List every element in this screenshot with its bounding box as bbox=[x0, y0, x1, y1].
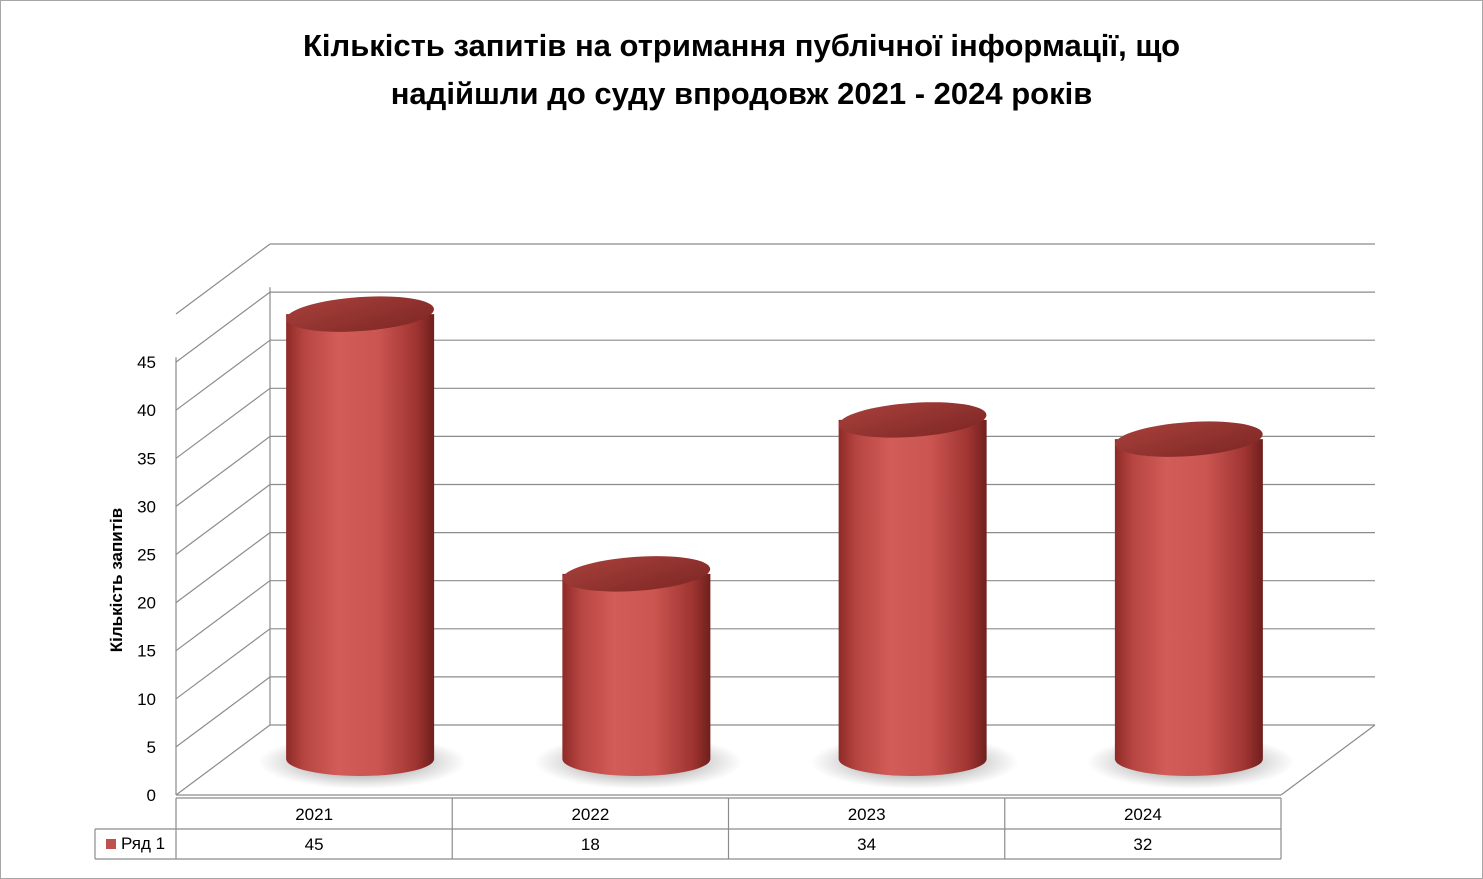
data-label: 32 bbox=[1133, 835, 1152, 854]
x-tick-label: 2021 bbox=[295, 805, 333, 824]
bar-2023 bbox=[810, 402, 1019, 789]
gridline-side bbox=[175, 243, 271, 315]
gridline-side bbox=[175, 532, 271, 604]
bar-body bbox=[838, 419, 987, 776]
y-tick-label: 30 bbox=[137, 497, 156, 516]
gridline-side bbox=[175, 435, 271, 507]
gridline-side bbox=[175, 676, 271, 748]
y-axis-ticks: 0 5 10 15 20 25 30 35 40 45 bbox=[137, 353, 156, 805]
gridline-side bbox=[175, 484, 271, 555]
bar-2021 bbox=[258, 296, 467, 789]
x-tick-label: 2023 bbox=[848, 805, 886, 824]
y-tick-label: 35 bbox=[137, 449, 156, 468]
bars bbox=[258, 296, 1295, 789]
x-tick-label: 2022 bbox=[571, 805, 609, 824]
data-label: 34 bbox=[857, 835, 876, 854]
x-tick-label: 2024 bbox=[1124, 805, 1162, 824]
gridline-side bbox=[175, 628, 271, 700]
y-tick-label: 40 bbox=[137, 401, 156, 420]
bar-2022 bbox=[534, 556, 743, 789]
y-tick-label: 15 bbox=[137, 642, 156, 661]
data-label: 45 bbox=[305, 835, 324, 854]
gridline-side bbox=[175, 339, 271, 411]
bar-body bbox=[562, 573, 711, 776]
bar-top bbox=[286, 296, 434, 332]
chart-title: Кількість запитів на отримання публічної… bbox=[0, 22, 1483, 118]
legend-swatch bbox=[106, 839, 116, 849]
bar-body bbox=[286, 314, 435, 776]
y-tick-label: 5 bbox=[147, 738, 156, 757]
gridline-side bbox=[175, 291, 271, 363]
y-tick-label: 25 bbox=[137, 546, 156, 565]
plot-walls bbox=[175, 287, 1376, 796]
gridline-side bbox=[175, 724, 271, 796]
gridline-side bbox=[175, 387, 271, 459]
legend-series-name: Ряд 1 bbox=[121, 834, 165, 853]
y-tick-label: 20 bbox=[137, 594, 156, 613]
bar-top bbox=[1115, 421, 1263, 457]
bar-2024 bbox=[1086, 421, 1295, 789]
bar-top bbox=[562, 556, 711, 592]
y-tick-label: 0 bbox=[147, 786, 156, 805]
bar-body bbox=[1114, 439, 1263, 776]
floor-right-edge bbox=[1280, 724, 1376, 796]
gridline-side bbox=[175, 580, 271, 652]
data-label: 18 bbox=[581, 835, 600, 854]
bar-top bbox=[838, 402, 987, 438]
y-tick-label: 45 bbox=[137, 353, 156, 372]
y-axis-title: Кількість запитів bbox=[107, 508, 126, 652]
chart-title-line-1: Кількість запитів на отримання публічної… bbox=[302, 28, 1181, 63]
data-table: 2021 45 2022 18 2023 34 2024 32 Ряд 1 bbox=[94, 797, 1282, 860]
chart-title-line-2: надійшли до суду впродовж 2021 - 2024 ро… bbox=[390, 76, 1093, 111]
y-tick-label: 10 bbox=[137, 690, 156, 709]
